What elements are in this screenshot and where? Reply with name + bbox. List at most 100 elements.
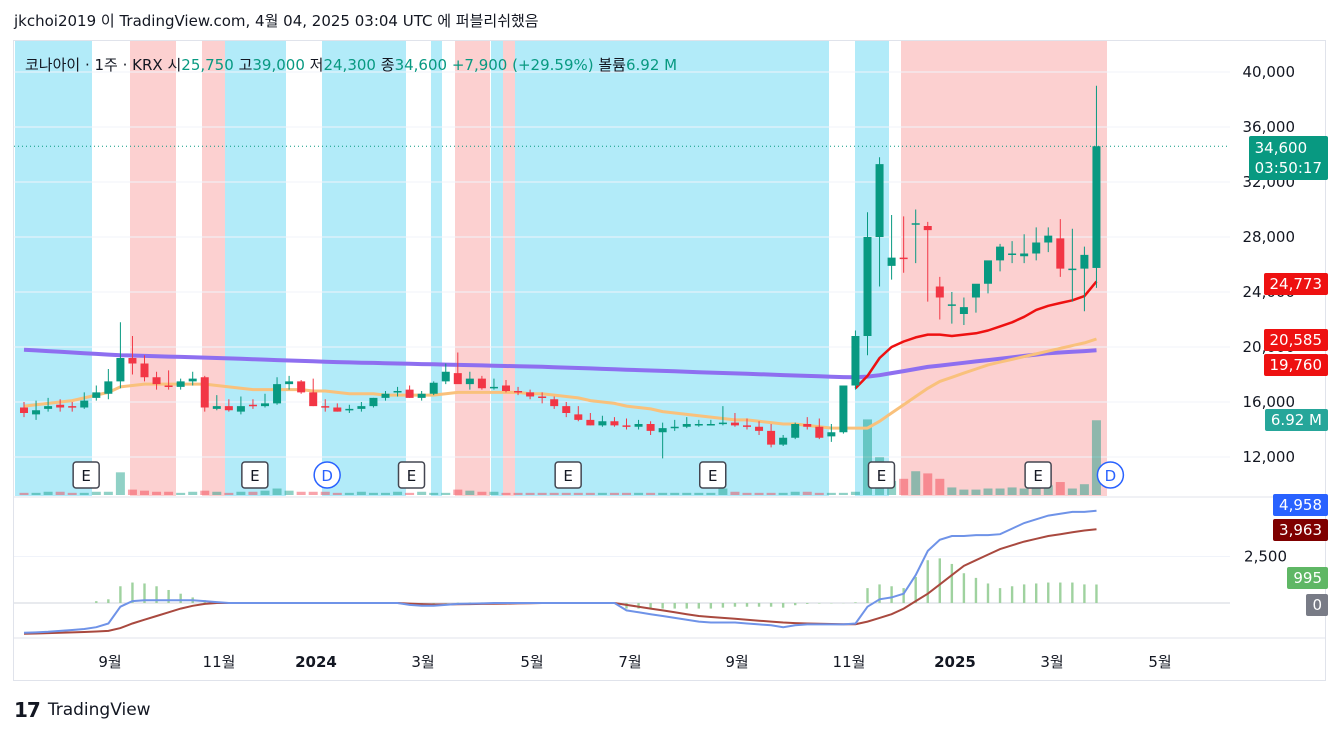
candle <box>1044 227 1053 253</box>
macd-histogram-bar <box>926 560 929 603</box>
candle-body <box>333 407 342 412</box>
candle <box>273 377 282 405</box>
candle-body <box>309 392 318 407</box>
volume-bar <box>549 492 559 495</box>
low-value: 24,300 <box>323 56 376 74</box>
macd-histogram-bar <box>818 603 821 604</box>
volume-bar <box>224 492 234 495</box>
volume-bar <box>320 491 330 495</box>
volume-bar <box>537 492 547 495</box>
volume-bar <box>31 492 41 495</box>
volume-bar <box>356 491 366 495</box>
volume-bar <box>417 491 427 495</box>
volume-bar <box>67 492 77 495</box>
volume-bar <box>465 490 475 495</box>
candle <box>309 378 318 407</box>
volume-bar <box>91 491 101 495</box>
tradingview-brand[interactable]: 𝟭𝟳 TradingView <box>14 698 151 722</box>
candle-body <box>622 425 631 427</box>
macd-histogram-bar <box>697 603 700 609</box>
candle-body <box>429 382 438 394</box>
candle-body <box>164 385 173 387</box>
candle <box>586 413 595 426</box>
volume-tag: 6.92 M <box>1264 409 1328 431</box>
candle <box>20 402 28 418</box>
candle <box>212 395 221 411</box>
dividend-marker-label: D <box>321 467 333 485</box>
candle-body <box>1068 268 1077 271</box>
candle-body <box>140 363 149 378</box>
candle-body <box>453 373 462 385</box>
candle <box>610 417 619 427</box>
volume-bar <box>730 491 740 495</box>
candle <box>634 419 643 430</box>
macd-histogram-bar <box>1095 584 1098 603</box>
macd-histogram-bar <box>794 603 797 606</box>
candle-body <box>405 389 414 398</box>
candle <box>658 422 667 459</box>
price-tick-label: 40,000 <box>1243 63 1296 81</box>
volume-bar <box>284 490 294 495</box>
macd-histogram-bar <box>155 586 158 603</box>
volume-bar <box>513 492 523 495</box>
candle-body <box>996 246 1005 261</box>
symbol-name[interactable]: 코나아이 · 1주 · KRX <box>25 56 163 74</box>
volume-bar <box>682 492 692 495</box>
candle-body <box>598 421 607 426</box>
volume-bar <box>959 489 969 495</box>
macd-histogram-bar <box>866 588 869 603</box>
high-value: 39,000 <box>252 56 305 74</box>
candle <box>538 392 547 404</box>
volume-bar <box>525 492 535 495</box>
macd-histogram-bar <box>1047 582 1050 603</box>
candle <box>164 370 173 390</box>
time-tick-label: 5월 <box>520 653 543 671</box>
session-band <box>503 41 515 496</box>
candle-body <box>321 406 330 408</box>
close-label: 종 <box>380 56 395 74</box>
macd-histogram-bar <box>1071 582 1074 603</box>
candle <box>767 424 776 448</box>
session-band <box>130 41 176 496</box>
session-band <box>431 41 442 496</box>
macd-histogram-bar <box>890 586 893 603</box>
time-tick-label: 3월 <box>411 653 434 671</box>
candle-body <box>200 377 209 408</box>
macd-histogram-bar <box>143 583 146 603</box>
volume-bar <box>477 491 487 495</box>
candle-body <box>779 437 788 445</box>
macd-histogram-bar <box>938 558 941 603</box>
volume-bar <box>754 492 764 495</box>
volume-bar <box>634 492 644 495</box>
candle-body <box>718 422 727 425</box>
volume-bar <box>1067 488 1077 495</box>
candle <box>104 369 113 400</box>
candle-body <box>827 432 836 437</box>
candle-body <box>887 257 896 266</box>
candle-body <box>381 393 390 398</box>
candle-body <box>1020 253 1029 257</box>
volume-bar <box>501 492 511 495</box>
earnings-marker-label: E <box>708 467 717 485</box>
candle <box>550 396 559 409</box>
macd-histogram-bar <box>998 588 1002 603</box>
volume-bar <box>597 492 607 495</box>
histogram-tag: 995 <box>1287 567 1328 589</box>
volume-bar <box>694 492 704 495</box>
candle <box>827 424 836 442</box>
candle <box>694 419 703 427</box>
macd-histogram-bar <box>950 563 954 603</box>
earnings-marker <box>699 461 727 489</box>
candle-body <box>911 223 920 225</box>
volume-bar <box>43 491 53 495</box>
volume-label: 볼륨 <box>598 56 626 74</box>
earnings-marker-label: E <box>407 467 416 485</box>
candle <box>923 221 932 302</box>
earnings-marker-label: E <box>563 467 572 485</box>
time-tick-label: 11월 <box>203 653 236 671</box>
macd-histogram-bar <box>709 603 713 609</box>
volume-bar <box>260 490 270 495</box>
candle <box>200 375 209 412</box>
candle-body <box>128 358 137 364</box>
